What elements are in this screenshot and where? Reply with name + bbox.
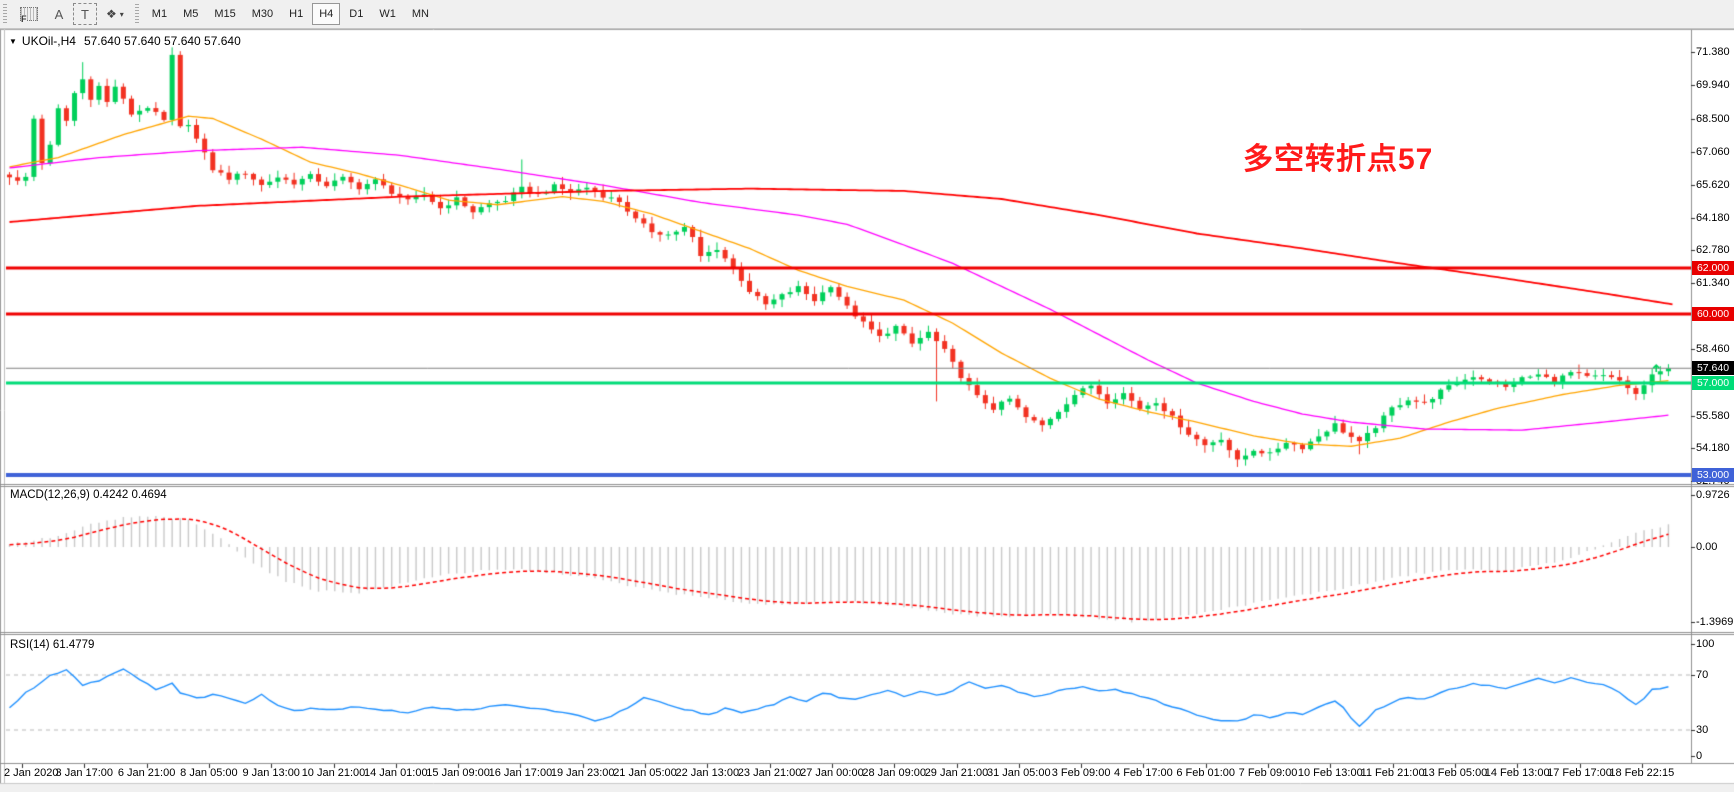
time-axis-label: 8 Jan 05:00 xyxy=(180,767,238,779)
toolbar-drag-handle[interactable] xyxy=(3,4,7,24)
toolbar: F A T ❖ ▾ M1 M5 M15 M30 H1 H4 D1 W1 MN xyxy=(0,0,1734,29)
time-axis-label: 4 Feb 17:00 xyxy=(1114,767,1173,779)
timeframe-d1-button[interactable]: D1 xyxy=(342,3,370,25)
time-axis-label: 6 Feb 01:00 xyxy=(1176,767,1236,779)
macd-name: MACD(12,26,9) xyxy=(10,489,90,501)
time-axis-label: 27 Jan 00:00 xyxy=(800,767,864,779)
time-axis-label: 10 Feb 13:00 xyxy=(1297,767,1363,779)
timeframe-m1-button[interactable]: M1 xyxy=(145,3,174,25)
price-tick-label: -1.3969 xyxy=(1696,615,1734,628)
price-tick-label: 30 xyxy=(1696,724,1709,736)
rsi-name: RSI(14) xyxy=(10,639,50,651)
time-axis-label: 18 Feb 22:15 xyxy=(1609,767,1675,779)
macd-main-value: 0.4242 xyxy=(93,489,129,501)
timeframe-m30-button[interactable]: M30 xyxy=(245,3,280,25)
price-tick-label: 0.9726 xyxy=(1696,488,1730,501)
price-tick-label: 0 xyxy=(1696,750,1703,762)
price-line-badge: 57.000 xyxy=(1692,376,1734,390)
price-tick-label: 0.00 xyxy=(1696,541,1718,553)
rsi-value: 61.4779 xyxy=(52,639,95,651)
time-axis-label: 28 Jan 09:00 xyxy=(862,767,926,779)
price-tick-label: 71.380 xyxy=(1696,46,1730,59)
time-axis-label: 19 Jan 23:00 xyxy=(550,767,615,779)
timeframe-m15-button[interactable]: M15 xyxy=(207,3,242,25)
time-axis-label: 2 Jan 2020 xyxy=(4,767,59,779)
price-tick-label: 69.940 xyxy=(1696,79,1730,92)
time-axis-label: 17 Feb 17:00 xyxy=(1547,767,1612,779)
price-tick-label: 55.580 xyxy=(1696,409,1730,422)
grid-template-icon: F xyxy=(20,7,38,24)
chevron-down-icon: ▾ xyxy=(119,9,124,19)
price-tick-label: 67.060 xyxy=(1696,145,1730,158)
time-axis-label: 3 Jan 17:00 xyxy=(55,767,114,779)
time-axis-label: 14 Feb 13:00 xyxy=(1484,767,1550,779)
time-axis-label: 31 Jan 05:00 xyxy=(986,767,1051,779)
price-tick-label: 65.620 xyxy=(1696,178,1730,191)
time-axis-label: 15 Jan 09:00 xyxy=(426,767,490,779)
time-axis-label: 3 Feb 09:00 xyxy=(1051,767,1111,779)
chart-ohlc-values: 57.640 57.640 57.640 57.640 xyxy=(83,34,241,48)
timeframe-h4-button[interactable]: H4 xyxy=(312,3,341,25)
timeframe-h1-button[interactable]: H1 xyxy=(282,3,310,25)
price-tick-label: 58.460 xyxy=(1696,343,1730,356)
price-tick-label: 70 xyxy=(1696,669,1709,681)
price-line-badge: 60.000 xyxy=(1692,307,1734,321)
collapse-arrow-icon[interactable]: ▼ xyxy=(9,37,17,46)
time-axis-label: 11 Feb 21:00 xyxy=(1360,767,1425,779)
shapes-tool-button[interactable]: ❖ ▾ xyxy=(99,3,131,25)
templates-button[interactable]: F xyxy=(13,3,45,25)
timeframe-w1-button[interactable]: W1 xyxy=(372,3,403,25)
price-tick-label: 68.500 xyxy=(1696,112,1730,125)
chart-symbol-period: UKOil-,H4 xyxy=(21,34,76,48)
price-tick-label: 100 xyxy=(1696,638,1715,650)
time-axis-label: 21 Jan 05:00 xyxy=(613,767,677,779)
font-tool-button[interactable]: A xyxy=(47,3,71,25)
chart-annotation-text[interactable]: 多空转折点57 xyxy=(1243,143,1434,176)
time-axis-label: 9 Jan 13:00 xyxy=(242,767,300,779)
timeframe-m5-button[interactable]: M5 xyxy=(176,3,205,25)
time-axis-label: 14 Jan 01:00 xyxy=(363,767,428,779)
timeframe-mn-button[interactable]: MN xyxy=(405,3,436,25)
price-tick-label: 62.780 xyxy=(1696,244,1730,257)
time-axis-label: 7 Feb 09:00 xyxy=(1238,767,1298,779)
shapes-icon: ❖ xyxy=(106,7,117,21)
price-tick-label: 54.180 xyxy=(1696,441,1730,454)
macd-indicator-label: MACD(12,26,9) 0.4242 0.4694 xyxy=(10,489,167,501)
time-axis-label: 6 Jan 21:00 xyxy=(117,767,176,779)
price-line-badge: 57.640 xyxy=(1692,361,1734,376)
time-axis-label: 10 Jan 21:00 xyxy=(301,767,366,779)
price-tick-label: 64.180 xyxy=(1696,211,1730,224)
time-axis-label: 29 Jan 21:00 xyxy=(924,767,989,779)
price-line-badge: 62.000 xyxy=(1692,261,1734,275)
font-a-icon: A xyxy=(54,6,64,22)
time-axis-label: 16 Jan 17:00 xyxy=(488,767,553,779)
price-tick-label: 61.340 xyxy=(1696,277,1730,290)
text-tool-button[interactable]: T xyxy=(73,3,97,25)
text-t-icon: T xyxy=(81,6,89,22)
time-axis-label: 13 Feb 05:00 xyxy=(1422,767,1488,779)
rsi-indicator-label: RSI(14) 61.4779 xyxy=(10,639,94,651)
time-axis-label: 23 Jan 21:00 xyxy=(737,767,802,779)
chart-title: ▼ UKOil-,H4 57.640 57.640 57.640 57.640 xyxy=(9,34,241,48)
macd-signal-value: 0.4694 xyxy=(131,489,167,501)
time-axis-label: 22 Jan 13:00 xyxy=(675,767,740,779)
toolbar-drag-handle[interactable] xyxy=(134,4,139,24)
price-line-badge: 53.000 xyxy=(1692,468,1734,482)
grid-template-letter: F xyxy=(21,14,27,24)
